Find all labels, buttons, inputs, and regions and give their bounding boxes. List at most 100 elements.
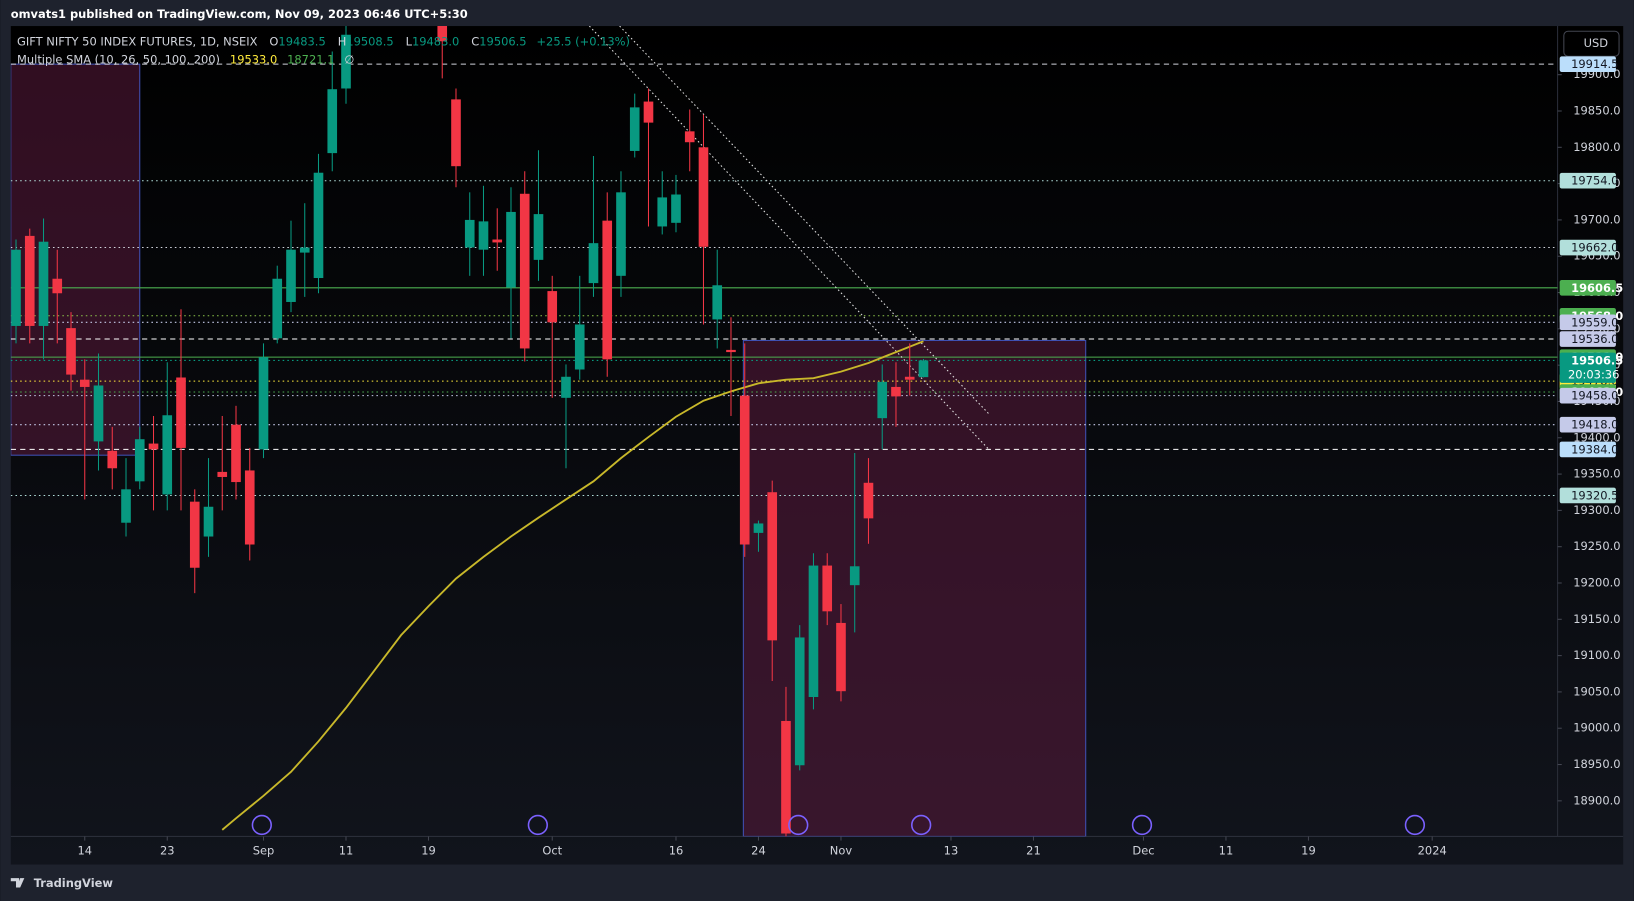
candle-body bbox=[684, 131, 695, 143]
candle-body bbox=[822, 565, 833, 612]
y-tick-label: 18900.0 bbox=[1573, 793, 1620, 807]
x-tick-label: 21 bbox=[1026, 844, 1041, 858]
candle-body bbox=[478, 221, 489, 250]
x-tick-label: 19 bbox=[421, 844, 436, 858]
level-label: 19559.0 bbox=[1571, 315, 1618, 329]
candle-body bbox=[286, 249, 296, 302]
x-tick-label: Sep bbox=[253, 844, 275, 858]
y-tick-label: 19200.0 bbox=[1573, 575, 1620, 589]
candle-body bbox=[753, 523, 764, 533]
close: 19506.5 bbox=[479, 34, 526, 48]
y-tick-label: 19850.0 bbox=[1573, 103, 1620, 117]
x-tick-label: 11 bbox=[1219, 844, 1234, 858]
level-lines bbox=[10, 26, 1558, 497]
level-label-box bbox=[1559, 239, 1616, 256]
change: +25.5 (+0.13%) bbox=[536, 34, 630, 48]
current-price-box bbox=[1559, 352, 1616, 383]
candle-body bbox=[313, 172, 324, 279]
zone bbox=[742, 339, 1087, 837]
candle-body bbox=[767, 492, 778, 641]
x-tick-label: 11 bbox=[339, 844, 354, 858]
h-label: H bbox=[338, 34, 347, 48]
high: 19508.5 bbox=[346, 34, 393, 48]
candle-body bbox=[244, 470, 255, 545]
candle-body bbox=[904, 376, 915, 380]
trend-line bbox=[619, 26, 990, 415]
y-tick-label: 19050.0 bbox=[1573, 684, 1620, 698]
candle-body bbox=[24, 235, 35, 326]
level-label-box bbox=[1559, 487, 1616, 504]
y-tick-label: 19000.0 bbox=[1573, 721, 1620, 735]
trend-line bbox=[588, 26, 990, 451]
low: 19483.0 bbox=[412, 34, 459, 48]
candle-body bbox=[272, 278, 283, 339]
event-icon[interactable] bbox=[527, 814, 549, 836]
event-icon[interactable] bbox=[1404, 814, 1426, 836]
candle-body bbox=[671, 194, 681, 223]
x-tick-label: 13 bbox=[944, 844, 959, 858]
level-label-box bbox=[1559, 331, 1616, 347]
candle-body bbox=[258, 357, 269, 450]
event-icon[interactable] bbox=[911, 814, 932, 836]
candle-body bbox=[52, 278, 63, 294]
y-tick-label: 19350.0 bbox=[1573, 467, 1620, 481]
y-tick-label: 19300.0 bbox=[1573, 503, 1620, 517]
symbol: GIFT NIFTY 50 INDEX FUTURES, 1D, NSEIX bbox=[17, 34, 258, 48]
candle-body bbox=[643, 101, 654, 123]
candle-body bbox=[739, 395, 750, 545]
footer-brand: TradingView bbox=[34, 876, 114, 890]
level-label: 19536.0 bbox=[1571, 332, 1618, 346]
candle-body bbox=[11, 249, 21, 326]
level-label-box bbox=[1559, 441, 1616, 458]
candle-body bbox=[79, 379, 90, 387]
event-icon[interactable] bbox=[1131, 814, 1153, 836]
candle-body bbox=[203, 506, 214, 537]
candle-body bbox=[849, 566, 860, 586]
candle-body bbox=[616, 192, 626, 276]
legend-row: GIFT NIFTY 50 INDEX FUTURES, 1D, NSEIX O… bbox=[17, 34, 630, 48]
y-tick-label: 19250.0 bbox=[1573, 539, 1620, 553]
candle-body bbox=[794, 637, 805, 766]
footer-logo bbox=[10, 878, 25, 888]
candle-body bbox=[918, 360, 929, 378]
y-tick-label: 19700.0 bbox=[1573, 212, 1620, 226]
y-tick-label: 19100.0 bbox=[1573, 648, 1620, 662]
x-tick-label: 23 bbox=[160, 844, 175, 858]
x-tick-label: 19 bbox=[1301, 844, 1316, 858]
candle-body bbox=[506, 211, 516, 288]
c-label: C bbox=[471, 34, 479, 48]
level-label: 19606.5 bbox=[1571, 281, 1623, 295]
candle-body bbox=[836, 622, 846, 692]
y-tick-label: 18950.0 bbox=[1573, 757, 1620, 771]
candle-body bbox=[561, 376, 571, 398]
currency-button[interactable] bbox=[1563, 30, 1620, 57]
candle-body bbox=[519, 193, 530, 349]
candle-body bbox=[877, 381, 888, 419]
open: 19483.5 bbox=[278, 34, 325, 48]
x-tick-label: 2024 bbox=[1418, 844, 1447, 858]
candle-body bbox=[657, 197, 668, 227]
candle-body bbox=[712, 285, 723, 320]
event-icon[interactable] bbox=[788, 814, 809, 836]
level-label: 19418.0 bbox=[1571, 418, 1618, 432]
current-price-label: 19506.5 bbox=[1571, 353, 1623, 367]
candle-body bbox=[66, 328, 76, 375]
candle-body bbox=[533, 214, 544, 260]
candle-body bbox=[327, 89, 338, 154]
candle-body bbox=[299, 247, 310, 253]
candle-body bbox=[451, 99, 461, 167]
publisher: omvats1 published on TradingView.com, No… bbox=[11, 7, 468, 21]
legend-row: Multiple SMA (10, 26, 50, 100, 200) 1953… bbox=[17, 52, 354, 66]
l-label: L bbox=[406, 34, 413, 48]
event-icons bbox=[251, 814, 1426, 836]
y-tick-label: 19150.0 bbox=[1573, 612, 1620, 626]
x-tick-label: 24 bbox=[751, 844, 766, 858]
sma-name: Multiple SMA (10, 26, 50, 100, 200) bbox=[17, 52, 220, 66]
x-tick-label: Dec bbox=[1132, 844, 1154, 858]
level-label-box bbox=[1559, 56, 1616, 72]
level-label-box bbox=[1559, 387, 1616, 404]
price-labels: 19914.519754.019662.019606.519568.019559… bbox=[1559, 56, 1623, 504]
event-icon[interactable] bbox=[251, 814, 272, 836]
candle-body bbox=[602, 220, 613, 360]
